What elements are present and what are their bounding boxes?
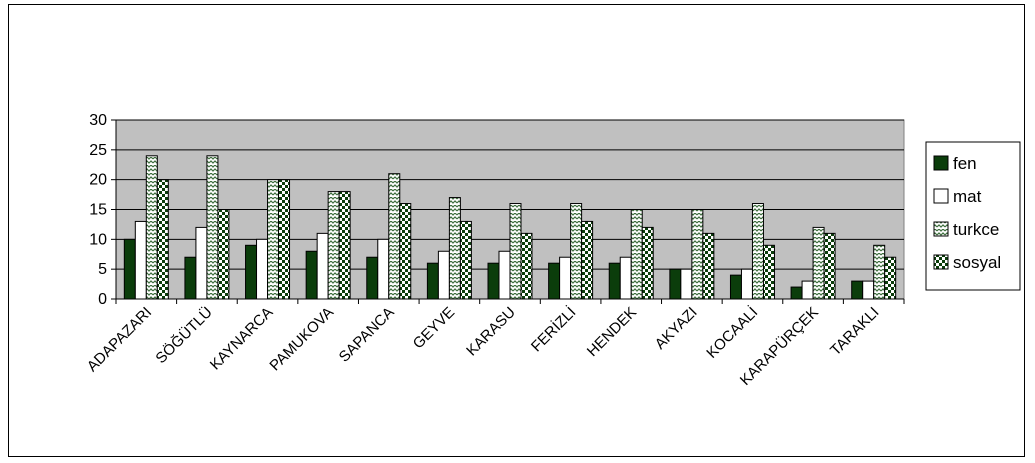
bar-turkce — [751, 203, 764, 300]
legend: fen mat turkce sosyal — [925, 141, 1021, 291]
bar-mat — [377, 238, 390, 300]
y-tick-label: 5 — [98, 261, 107, 278]
legend-swatch-turkce — [933, 221, 949, 237]
bar-sosyal — [823, 232, 836, 300]
bars — [123, 155, 897, 300]
bar-fen — [184, 256, 197, 300]
y-tick-label: 20 — [89, 172, 107, 189]
bar-turkce — [691, 209, 704, 300]
bar-mat — [559, 256, 572, 300]
bar-turkce — [812, 226, 825, 300]
bar-fen — [123, 238, 136, 300]
bar-sosyal — [641, 226, 654, 300]
bar-turkce — [145, 155, 158, 300]
bar-fen — [487, 262, 500, 300]
x-category-label: FERİZLİ — [527, 303, 579, 355]
bar-mat — [801, 280, 814, 300]
x-category-label: ADAPAZARI — [84, 304, 155, 375]
bar-mat — [862, 280, 875, 300]
bar-sosyal — [884, 256, 897, 300]
y-tick-label: 30 — [89, 112, 107, 129]
bar-fen — [305, 250, 318, 300]
bar-sosyal — [520, 232, 533, 300]
bar-turkce — [388, 173, 401, 300]
bar-turkce — [327, 191, 340, 300]
bar-turkce — [206, 155, 219, 300]
legend-swatch-fen — [933, 155, 949, 171]
bar-mat — [740, 268, 753, 300]
bar-turkce — [448, 197, 461, 300]
y-tick-label: 25 — [89, 142, 107, 159]
bar-fen — [366, 256, 379, 300]
bar-mat — [498, 250, 511, 300]
x-category-label: GEYVE — [410, 304, 459, 353]
bar-turkce — [509, 203, 522, 300]
legend-swatch-mat — [933, 188, 949, 204]
bar-mat — [195, 226, 208, 300]
bar-turkce — [570, 203, 583, 300]
bar-sosyal — [156, 179, 169, 300]
legend-label-sosyal: sosyal — [953, 253, 1001, 272]
y-tick-label: 15 — [89, 202, 107, 219]
bar-turkce — [630, 209, 643, 300]
x-category-label: TARAKLI — [827, 304, 882, 359]
bar-sosyal — [278, 179, 291, 300]
bar-mat — [437, 250, 450, 300]
legend-swatch-sosyal — [933, 254, 949, 270]
bar-chart: 051015202530ADAPAZARISÖĞÜTLÜKAYNARCAPAMU… — [84, 112, 1021, 389]
x-category-label: HENDEK — [584, 304, 640, 360]
bar-sosyal — [338, 191, 351, 300]
bar-fen — [669, 268, 682, 300]
bar-turkce — [267, 179, 280, 300]
bar-sosyal — [581, 220, 594, 300]
bar-mat — [134, 220, 147, 300]
bar-fen — [245, 244, 258, 300]
bar-fen — [851, 280, 864, 300]
bar-mat — [619, 256, 632, 300]
y-tick-label: 10 — [89, 231, 107, 248]
x-category-label: SÖĞÜTLÜ — [152, 303, 216, 367]
bar-sosyal — [762, 244, 775, 300]
x-category-label: KOCAALİ — [703, 303, 762, 362]
bar-turkce — [873, 244, 886, 300]
bar-sosyal — [702, 232, 715, 300]
x-category-label: AKYAZI — [652, 304, 701, 353]
legend-label-turkce: turkce — [953, 220, 999, 239]
bar-sosyal — [399, 203, 412, 300]
x-category-label: KARASU — [463, 304, 519, 360]
bar-mat — [316, 232, 329, 300]
legend-label-mat: mat — [953, 187, 982, 206]
bar-mat — [680, 268, 693, 300]
bar-fen — [608, 262, 621, 300]
bar-sosyal — [459, 220, 472, 300]
legend-label-fen: fen — [953, 154, 977, 173]
x-category-label: PAMUKOVA — [266, 304, 337, 375]
bar-fen — [426, 262, 439, 300]
bar-mat — [256, 238, 269, 300]
y-tick-label: 0 — [98, 291, 107, 308]
x-category-label: SAPANCA — [336, 304, 398, 366]
bar-fen — [548, 262, 561, 300]
bar-sosyal — [217, 209, 230, 300]
bar-fen — [790, 286, 803, 300]
chart-frame: 0 5 10 15 20 25 30 ADAPAZARI SÖĞÜTLÜ KAYNARCA PAMU… — [8, 4, 1025, 457]
bar-fen — [729, 274, 742, 300]
